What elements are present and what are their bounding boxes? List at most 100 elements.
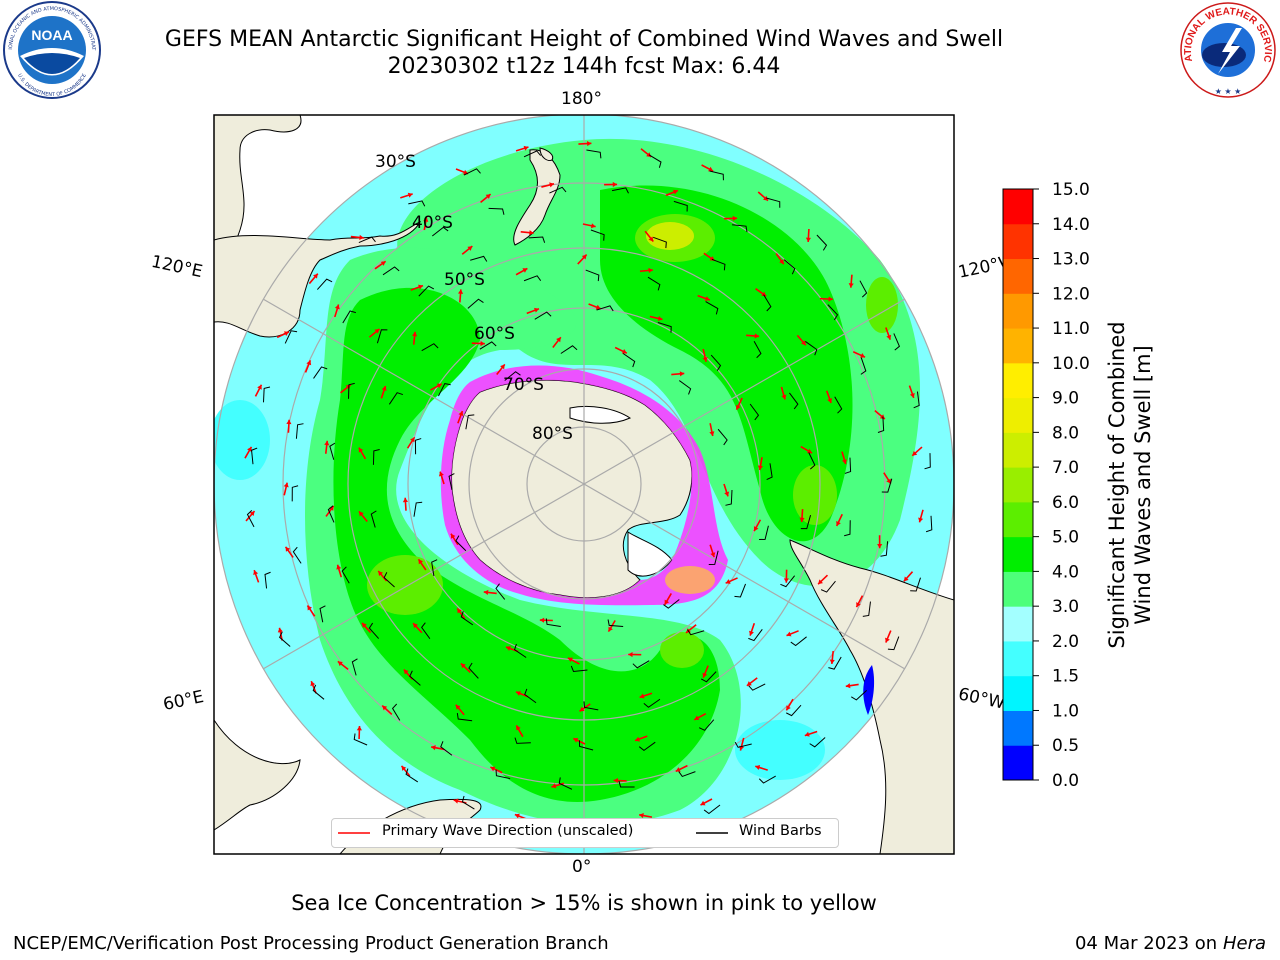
wind-barb — [748, 628, 763, 642]
wind-barb — [862, 601, 871, 617]
lon-label-180: 180° — [561, 89, 602, 109]
wind-barb — [431, 226, 449, 237]
wave-arrow-head — [490, 766, 496, 772]
svg-text:★ ★ ★: ★ ★ ★ — [1215, 87, 1242, 96]
wind-barb — [467, 298, 484, 309]
wind-barb — [585, 269, 600, 282]
wind-barb — [698, 719, 715, 731]
colorbar-tick-label: 0.5 — [1052, 736, 1079, 756]
colorbar-band — [1003, 432, 1033, 468]
wind-barb — [789, 392, 799, 410]
wind-barb — [711, 258, 726, 271]
wind-barb — [495, 583, 506, 600]
wave-arrow-head — [378, 571, 383, 576]
wave-arrow-head — [807, 448, 813, 454]
wind-barb — [913, 391, 920, 409]
wind-barb — [408, 200, 426, 207]
wave-arrow-head — [516, 725, 521, 731]
wind-barb — [513, 643, 527, 658]
wave-arrow-head — [710, 552, 716, 558]
wind-barb — [790, 636, 807, 647]
wind-barb — [673, 200, 688, 212]
colorbar-tick-label: 0.0 — [1052, 771, 1079, 790]
wave-arrow-head — [702, 357, 708, 362]
wind-barb — [910, 577, 921, 592]
wind-barb — [800, 514, 812, 530]
wave-arrow-head — [856, 602, 861, 608]
wind-barb — [678, 380, 692, 395]
wind-barb — [528, 236, 546, 243]
footer-date: 04 Mar 2023 on Hera — [1075, 933, 1266, 954]
wind-barb — [880, 541, 889, 557]
wind-barb — [643, 698, 661, 708]
colorbar-band — [1003, 258, 1033, 294]
wave-arrow-head — [307, 605, 312, 611]
nws-logo: NATIONAL WEATHER SERVICE ★ ★ ★ — [1178, 0, 1276, 98]
wind-barb — [251, 447, 258, 465]
legend-wind-barbs-label: Wind Barbs — [739, 823, 822, 839]
wave-arrow-head — [753, 526, 759, 532]
wind-barb — [734, 741, 752, 748]
wind-barb — [405, 768, 419, 783]
wind-barb — [348, 382, 355, 399]
wave-arrow-head — [912, 450, 918, 456]
wind-barb — [421, 622, 431, 640]
wind-barb — [753, 341, 762, 359]
wind-barb — [264, 571, 271, 589]
wind-barb — [470, 255, 488, 262]
wind-barb — [700, 671, 717, 683]
colorbar-band — [1003, 710, 1033, 746]
wind-barb — [514, 737, 531, 744]
wave-arrow-head — [283, 331, 289, 337]
wave-arrow-head — [436, 383, 442, 389]
wind-barb — [342, 310, 356, 324]
colorbar-band — [1003, 640, 1033, 677]
lat-label-50s: 50°S — [444, 270, 485, 290]
wave-arrow-head — [885, 637, 890, 643]
wind-barb — [388, 392, 404, 405]
wind-barb — [376, 329, 388, 344]
wind-barb — [382, 266, 400, 276]
wave-arrow-head — [761, 291, 767, 297]
chart-title: GEFS MEAN Antarctic Significant Height o… — [164, 27, 1004, 52]
wave-arrow-head — [306, 360, 312, 366]
wind-barb — [440, 741, 453, 756]
wave-arrow-head — [374, 328, 380, 334]
wind-barb — [246, 510, 255, 528]
wave-arrow-head — [423, 217, 429, 222]
colorbar-band — [1003, 293, 1033, 329]
wave-arrow-head — [709, 431, 715, 436]
wave-arrow-head — [247, 446, 252, 452]
colorbar-label-line2: Wind Waves and Swell [m] — [1131, 345, 1155, 625]
wind-barb — [725, 489, 733, 506]
wind-barb — [638, 741, 656, 752]
wave-arrow-head — [704, 296, 710, 302]
wave-arrow-head — [356, 725, 362, 731]
wind-barb — [578, 740, 594, 751]
colorbar-tick-label: 2.0 — [1052, 632, 1079, 652]
wave-arrow-head — [708, 166, 714, 172]
wind-barb — [586, 149, 602, 159]
wind-barb — [549, 186, 567, 194]
wind-barb — [468, 662, 479, 679]
legend-black-line — [696, 832, 728, 834]
wind-barb — [647, 276, 661, 291]
lon-label-60e: 60°E — [161, 686, 206, 716]
wave-arrow-head — [539, 617, 545, 623]
wind-barb — [596, 305, 614, 312]
wave-arrow-head — [590, 223, 596, 229]
wave-arrow-head — [516, 691, 521, 696]
wave-arrow-head — [828, 296, 833, 302]
wave-arrow-head — [757, 465, 764, 471]
wind-barb — [834, 396, 843, 414]
svg-text:NOAA: NOAA — [31, 27, 72, 43]
wave-arrow-head — [836, 521, 841, 527]
wind-barb — [678, 771, 696, 778]
wind-barb — [319, 605, 326, 623]
wind-barb — [860, 357, 867, 375]
wave-arrow-head — [382, 705, 388, 711]
wind-barb — [353, 733, 368, 746]
wave-arrow-head — [804, 731, 810, 737]
footer-organization: NCEP/EMC/Verification Post Processing Pr… — [13, 933, 609, 954]
colorbar-band — [1003, 328, 1033, 364]
